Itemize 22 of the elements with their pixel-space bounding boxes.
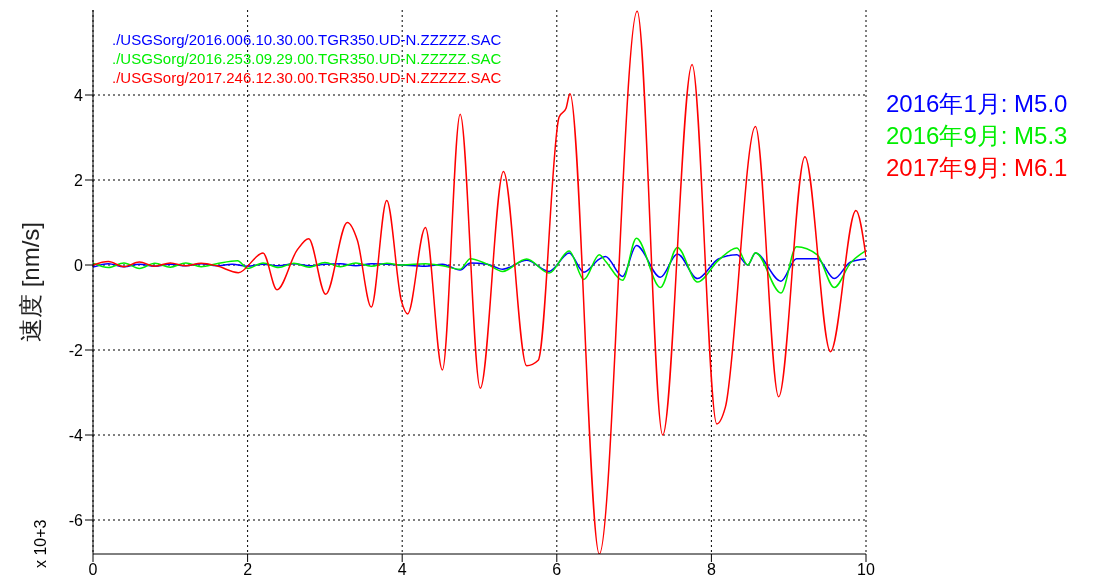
text: ./USGSorg/2016.253.09.29.00.TGR350.UD-N.ZZZZZ.SAC: [112, 49, 502, 68]
y-tick-label: 4: [74, 86, 84, 104]
y-axis-title: 速度 [nm/s]: [16, 221, 44, 343]
y-tick-label: 2: [74, 171, 84, 189]
line-series: [93, 244, 866, 282]
text: ./USGSorg/2017.246.12.30.00.TGR350.UD-N.ZZZZZ.SAC: [112, 68, 502, 87]
text: 2017年9月: M6.1: [886, 153, 1068, 183]
y-tick-label: -4: [68, 426, 84, 444]
line-series: [93, 237, 866, 294]
x-tick-label: 6: [552, 561, 562, 579]
x-tick-label: 0: [88, 561, 98, 579]
text: x 10+3: [32, 519, 50, 568]
y-tick-label: -6: [68, 511, 84, 529]
text: ./USGSorg/2016.006.10.30.00.TGR350.UD-N.ZZZZZ.SAC: [112, 30, 502, 49]
x-tick-label: 8: [706, 561, 716, 579]
text: 2016年9月: M5.3: [886, 121, 1068, 151]
y-tick-label: 0: [74, 256, 84, 274]
x-tick-label: 4: [397, 561, 407, 579]
x-tick-label: 2: [243, 561, 253, 579]
y-tick-label: -2: [68, 341, 84, 359]
x-tick-label: 10: [857, 561, 875, 579]
text: 2016年1月: M5.0: [886, 89, 1068, 119]
